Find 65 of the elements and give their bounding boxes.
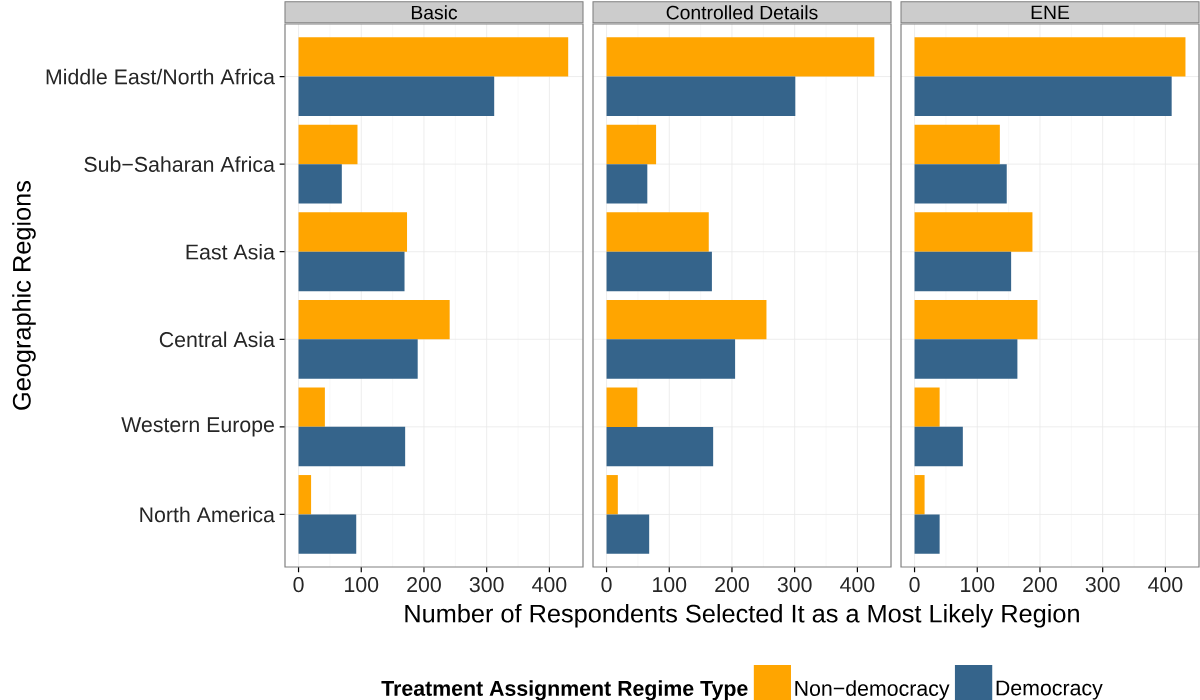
x-tick-label: 300 (777, 577, 812, 593)
bar (606, 514, 650, 554)
bar (914, 164, 1007, 204)
bar (914, 251, 1012, 292)
bar (914, 426, 963, 467)
y-tick-label: Central Asia (159, 331, 275, 348)
y-axis-title: Geographic Regions (12, 181, 36, 410)
bar (914, 212, 1033, 252)
legend-label: Democracy (996, 680, 1103, 700)
x-tick-label: 400 (532, 577, 567, 593)
bar (298, 387, 325, 427)
y-tick-label: East Asia (186, 243, 275, 260)
chart-title: Controlled Details (666, 5, 818, 20)
bar (298, 299, 450, 340)
x-tick-label: 400 (840, 577, 875, 593)
x-tick-label: 100 (345, 577, 379, 593)
x-tick-label: 300 (469, 577, 504, 593)
bar (914, 299, 1038, 340)
bar (298, 251, 405, 292)
legend-label: Non−democracy (795, 680, 950, 700)
bar (298, 475, 312, 515)
bar (606, 339, 736, 379)
bar (606, 251, 712, 292)
bar (914, 387, 940, 427)
bar (606, 212, 709, 252)
bar (298, 76, 495, 116)
bar (606, 387, 638, 427)
x-tick-label: 400 (1148, 577, 1183, 593)
bar (914, 475, 925, 515)
bar (914, 514, 940, 554)
bar (914, 76, 1172, 116)
x-tick-label: 300 (1085, 577, 1120, 593)
chart-title: Basic (411, 5, 458, 20)
y-tick-label: North America (140, 506, 275, 523)
x-tick-label: 0 (601, 577, 612, 593)
y-tick-label: Sub−Saharan Africa (84, 156, 275, 172)
bar (914, 339, 1018, 379)
bar (606, 124, 657, 165)
bar (298, 37, 569, 77)
x-tick-label: 200 (715, 577, 749, 593)
bar (298, 164, 342, 204)
x-tick-label: 100 (653, 577, 687, 593)
legend-title: Treatment Assignment Regime Type (381, 680, 748, 700)
bar (298, 124, 358, 165)
x-axis-title: Number of Respondents Selected It as a Most Likely Region (405, 603, 1079, 628)
bar (606, 164, 648, 204)
bar (606, 299, 767, 340)
bar (606, 475, 618, 515)
x-tick-label: 200 (407, 577, 441, 593)
x-tick-label: 0 (293, 577, 304, 593)
bar (914, 124, 1000, 165)
bar (606, 76, 796, 116)
y-tick-label: Western Europe (121, 417, 274, 437)
x-tick-label: 0 (909, 577, 920, 593)
bar (606, 426, 714, 467)
bar (298, 212, 408, 252)
chart-title: ENE (1031, 5, 1070, 19)
y-tick-label: Middle East/North Africa (46, 68, 275, 85)
bar (298, 426, 406, 467)
bar (606, 37, 875, 77)
bar (298, 514, 357, 554)
bar (298, 339, 418, 379)
x-tick-label: 100 (961, 577, 995, 593)
x-tick-label: 200 (1023, 577, 1057, 593)
bar (914, 37, 1186, 77)
